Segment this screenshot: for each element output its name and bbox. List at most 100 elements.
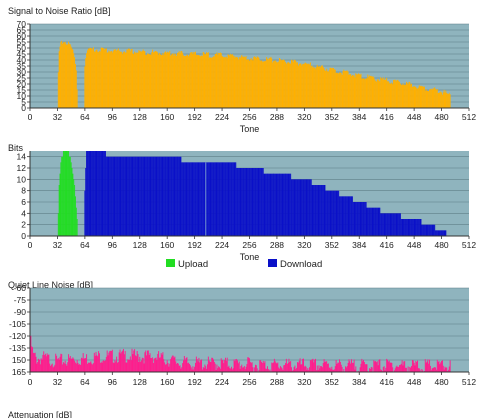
x-tick-label: 32 bbox=[53, 377, 63, 387]
x-tick-label: 128 bbox=[133, 112, 147, 122]
y-tick-label: 25 bbox=[17, 73, 27, 83]
x-axis-label: Tone bbox=[240, 252, 260, 262]
x-tick-label: 96 bbox=[108, 240, 118, 250]
x-tick-label: 320 bbox=[297, 112, 311, 122]
x-tick-label: 320 bbox=[297, 377, 311, 387]
y-tick-label: 70 bbox=[17, 19, 27, 29]
legend-swatch-upload bbox=[166, 259, 175, 267]
x-tick-label: 192 bbox=[188, 377, 202, 387]
series-download-1 bbox=[84, 151, 447, 236]
y-tick-label: 2 bbox=[21, 220, 26, 230]
x-tick-label: 288 bbox=[270, 240, 284, 250]
x-tick-label: 96 bbox=[108, 112, 118, 122]
legend: Upload Download bbox=[166, 259, 322, 270]
y-tick-label: 30 bbox=[17, 67, 27, 77]
x-tick-label: 384 bbox=[352, 112, 366, 122]
y-tick-label: 5 bbox=[21, 97, 26, 107]
x-tick-label: 384 bbox=[352, 240, 366, 250]
y-tick-label: 150 bbox=[12, 355, 26, 365]
x-tick-label: 32 bbox=[53, 112, 63, 122]
y-tick-label: 15 bbox=[17, 85, 27, 95]
plot-area bbox=[30, 288, 469, 372]
x-axis-label: Tone bbox=[240, 124, 260, 134]
x-tick-label: 448 bbox=[407, 377, 421, 387]
x-tick-label: 32 bbox=[53, 240, 63, 250]
x-tick-label: 160 bbox=[160, 112, 174, 122]
x-tick-label: 192 bbox=[188, 240, 202, 250]
x-tick-label: 0 bbox=[28, 377, 33, 387]
x-tick-label: 416 bbox=[380, 112, 394, 122]
x-tick-label: 64 bbox=[80, 240, 90, 250]
x-tick-label: 416 bbox=[380, 240, 394, 250]
x-tick-label: 160 bbox=[160, 377, 174, 387]
y-tick-label: 12 bbox=[17, 163, 27, 173]
x-tick-label: 160 bbox=[160, 240, 174, 250]
series-noise-0 bbox=[29, 335, 451, 372]
chart-4: Attenuation [dB] bbox=[8, 410, 72, 418]
x-tick-label: 64 bbox=[80, 112, 90, 122]
x-tick-label: 0 bbox=[28, 240, 33, 250]
x-tick-label: 256 bbox=[242, 112, 256, 122]
y-tick-label: 0 bbox=[21, 231, 26, 241]
y-tick-label: 20 bbox=[17, 79, 27, 89]
y-tick-label: -75 bbox=[14, 295, 27, 305]
x-tick-label: 384 bbox=[352, 377, 366, 387]
y-tick-label: -90 bbox=[14, 307, 27, 317]
x-tick-label: 64 bbox=[80, 377, 90, 387]
x-tick-label: 256 bbox=[242, 240, 256, 250]
chart-title: Attenuation [dB] bbox=[8, 410, 72, 418]
chart-title: Quiet Line Noise [dB] bbox=[8, 280, 93, 290]
chart-title: Bits bbox=[8, 143, 24, 153]
y-tick-label: 4 bbox=[21, 208, 26, 218]
x-tick-label: 224 bbox=[215, 377, 229, 387]
x-tick-label: 256 bbox=[242, 377, 256, 387]
chart-3: Quiet Line Noise [dB] 165 150 -135 -120 -105 -… bbox=[8, 280, 476, 387]
y-tick-label: 55 bbox=[17, 37, 27, 47]
x-tick-label: 192 bbox=[188, 112, 202, 122]
y-tick-label: 40 bbox=[17, 55, 27, 65]
x-tick-label: 288 bbox=[270, 112, 284, 122]
x-tick-label: 128 bbox=[133, 240, 147, 250]
x-tick-label: 448 bbox=[407, 112, 421, 122]
x-tick-label: 480 bbox=[434, 377, 448, 387]
y-tick-label: -120 bbox=[9, 331, 26, 341]
y-tick-label: 6 bbox=[21, 197, 26, 207]
y-tick-label: 60 bbox=[17, 31, 27, 41]
y-tick-label: 35 bbox=[17, 61, 27, 71]
x-tick-label: 96 bbox=[108, 377, 118, 387]
x-tick-label: 288 bbox=[270, 377, 284, 387]
chart-title: Signal to Noise Ratio [dB] bbox=[8, 6, 111, 16]
x-tick-label: 352 bbox=[325, 240, 339, 250]
y-tick-label: 165 bbox=[12, 367, 26, 377]
legend-label-upload: Upload bbox=[178, 259, 208, 270]
x-tick-label: 448 bbox=[407, 240, 421, 250]
y-tick-label: 10 bbox=[17, 91, 27, 101]
y-tick-label: -105 bbox=[9, 319, 26, 329]
y-tick-label: -60 bbox=[14, 283, 27, 293]
legend-label-download: Download bbox=[280, 259, 322, 270]
x-tick-label: 416 bbox=[380, 377, 394, 387]
x-tick-label: 352 bbox=[325, 112, 339, 122]
x-tick-label: 224 bbox=[215, 112, 229, 122]
x-tick-label: 128 bbox=[133, 377, 147, 387]
y-tick-label: 65 bbox=[17, 25, 27, 35]
x-tick-label: 512 bbox=[462, 112, 476, 122]
y-tick-label: 0 bbox=[21, 103, 26, 113]
y-tick-label: -135 bbox=[9, 343, 26, 353]
x-tick-label: 512 bbox=[462, 240, 476, 250]
x-tick-label: 480 bbox=[434, 240, 448, 250]
series-upload-0 bbox=[57, 151, 78, 236]
x-tick-label: 320 bbox=[297, 240, 311, 250]
chart-1: Signal to Noise Ratio [dB]05101520253035… bbox=[8, 6, 476, 134]
x-tick-label: 0 bbox=[28, 112, 33, 122]
x-tick-label: 480 bbox=[434, 112, 448, 122]
y-tick-label: 10 bbox=[17, 174, 27, 184]
series-snr-0 bbox=[57, 40, 78, 108]
y-tick-label: 50 bbox=[17, 43, 27, 53]
y-tick-label: 45 bbox=[17, 49, 27, 59]
legend-swatch-download bbox=[268, 259, 277, 267]
series-snr-1 bbox=[84, 47, 451, 108]
y-tick-label: 14 bbox=[17, 152, 27, 162]
x-tick-label: 352 bbox=[325, 377, 339, 387]
